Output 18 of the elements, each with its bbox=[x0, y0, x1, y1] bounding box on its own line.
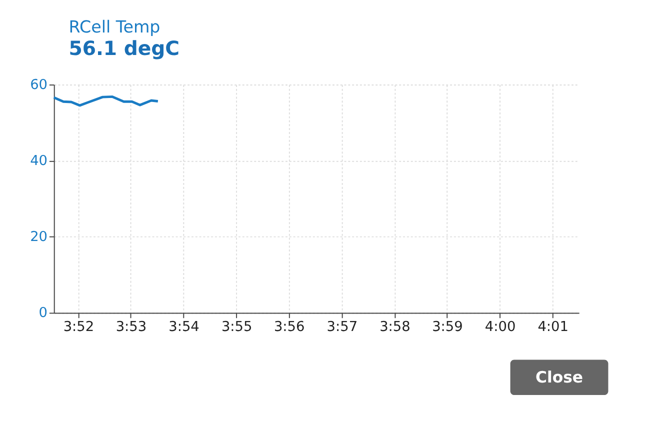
text: Close bbox=[535, 367, 584, 386]
x-tick-label: 3:59 bbox=[432, 318, 463, 335]
x-tick-label: 3:56 bbox=[274, 318, 305, 335]
x-tick-label: 3:58 bbox=[380, 318, 410, 335]
x-tick-label: 4:00 bbox=[484, 318, 516, 335]
chart-subtitle: 56.1 degC bbox=[68, 37, 180, 60]
y-tick-label: 60 bbox=[30, 76, 48, 93]
x-tick-label: 3:54 bbox=[168, 318, 200, 335]
y-tick-label: 0 bbox=[38, 305, 48, 322]
y-tick-label: 40 bbox=[30, 152, 48, 169]
x-tick-label: 4:01 bbox=[538, 318, 568, 335]
chart-title: RCell Temp bbox=[68, 18, 160, 37]
x-tick-label: 3:57 bbox=[326, 318, 358, 335]
x-tick-label: 3:52 bbox=[63, 318, 94, 335]
x-tick-label: 3:53 bbox=[116, 318, 147, 335]
line-series bbox=[52, 95, 160, 107]
y-tick-label: 20 bbox=[30, 229, 48, 246]
x-tick-label: 3:55 bbox=[221, 318, 252, 335]
